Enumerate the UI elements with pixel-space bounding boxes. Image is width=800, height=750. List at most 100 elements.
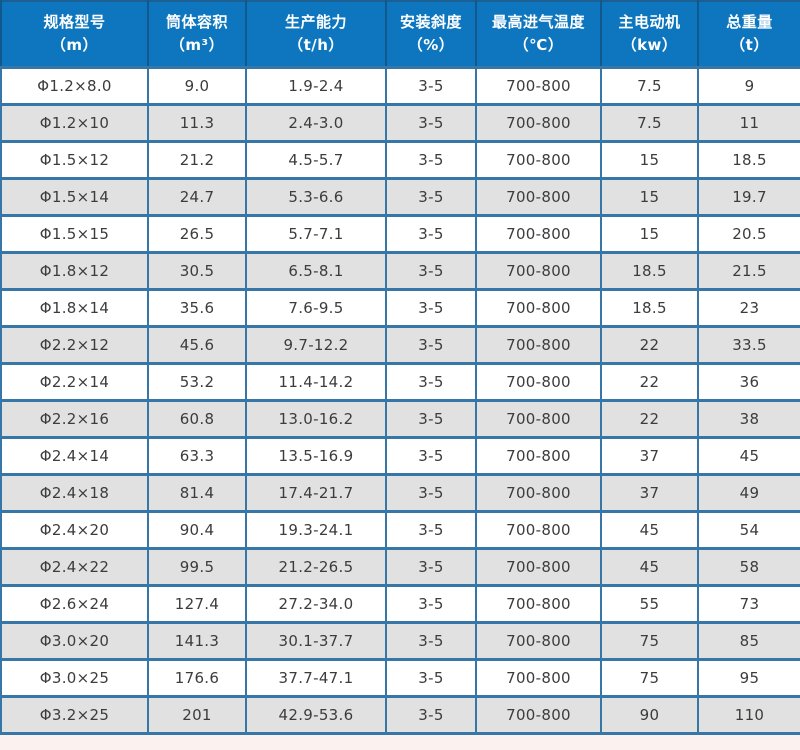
table-cell: 3-5	[385, 251, 477, 291]
table-cell: 3-5	[385, 621, 477, 661]
table-cell: 9	[697, 66, 800, 106]
table-cell: 23	[697, 288, 800, 328]
table-row: Φ3.2×25 201 42.9-53.6 3-5 700-800 90 110	[0, 695, 800, 735]
table-row: Φ3.0×20 141.3 30.1-37.7 3-5 700-800 75 85	[0, 621, 800, 661]
table-cell: Φ2.2×14	[0, 362, 149, 402]
table-cell: 7.5	[600, 103, 699, 143]
column-unit: （t/h）	[288, 36, 344, 54]
table-cell: 700-800	[475, 695, 602, 735]
table-cell: 11.4-14.2	[245, 362, 387, 402]
table-body: Φ1.2×8.0 9.0 1.9-2.4 3-5 700-800 7.5 9 Φ1.2×10 1…	[0, 66, 800, 735]
table-cell: 3-5	[385, 66, 477, 106]
table-cell: Φ3.2×25	[0, 695, 149, 735]
table-row: Φ1.2×10 11.3 2.4-3.0 3-5 700-800 7.5 11	[0, 103, 800, 143]
table-cell: 13.0-16.2	[245, 399, 387, 439]
table-cell: 18.5	[600, 288, 699, 328]
table-cell: 3-5	[385, 362, 477, 402]
table-cell: 45	[697, 436, 800, 476]
table-cell: 700-800	[475, 103, 602, 143]
table-cell: 22	[600, 399, 699, 439]
table-cell: Φ1.2×10	[0, 103, 149, 143]
table-cell: 700-800	[475, 436, 602, 476]
column-unit: （kw）	[621, 36, 678, 54]
table-cell: Φ1.5×15	[0, 214, 149, 254]
table-cell: 3-5	[385, 399, 477, 439]
table-cell: 700-800	[475, 473, 602, 513]
table-cell: 37	[600, 436, 699, 476]
table-cell: 18.5	[600, 251, 699, 291]
table-cell: Φ2.4×14	[0, 436, 149, 476]
table-cell: 2.4-3.0	[245, 103, 387, 143]
table-cell: 7.5	[600, 66, 699, 106]
table-row: Φ1.5×15 26.5 5.7-7.1 3-5 700-800 15 20.5	[0, 214, 800, 254]
table-row: Φ1.8×12 30.5 6.5-8.1 3-5 700-800 18.5 21.5	[0, 251, 800, 291]
table-cell: 700-800	[475, 399, 602, 439]
table-cell: Φ3.0×20	[0, 621, 149, 661]
table-cell: 75	[600, 658, 699, 698]
table-cell: 24.7	[147, 177, 247, 217]
table-cell: 3-5	[385, 473, 477, 513]
table-cell: Φ2.4×22	[0, 547, 149, 587]
table-row: Φ1.8×14 35.6 7.6-9.5 3-5 700-800 18.5 23	[0, 288, 800, 328]
table-row: Φ2.4×14 63.3 13.5-16.9 3-5 700-800 37 45	[0, 436, 800, 476]
column-label: 筒体容积	[165, 12, 228, 31]
table-cell: 15	[600, 177, 699, 217]
table-cell: 95	[697, 658, 800, 698]
table-row: Φ2.2×14 53.2 11.4-14.2 3-5 700-800 22 36	[0, 362, 800, 402]
table-cell: 81.4	[147, 473, 247, 513]
table-cell: 9.7-12.2	[245, 325, 387, 365]
table-row: Φ2.4×20 90.4 19.3-24.1 3-5 700-800 45 54	[0, 510, 800, 550]
table-header: 规格型号 （m） 筒体容积 （m³） 生产能力 （t/h） 安装斜度 （%） 最高进气温度 （℃）…	[0, 1, 800, 69]
table-cell: Φ1.5×14	[0, 177, 149, 217]
column-label: 安装斜度	[399, 12, 462, 31]
table-cell: 700-800	[475, 214, 602, 254]
table-cell: 4.5-5.7	[245, 140, 387, 180]
table-cell: 7.6-9.5	[245, 288, 387, 328]
table-cell: 3-5	[385, 177, 477, 217]
table-cell: 201	[147, 695, 247, 735]
table-cell: 21.2-26.5	[245, 547, 387, 587]
table-cell: 9.0	[147, 66, 247, 106]
table-cell: 36	[697, 362, 800, 402]
table-cell: 700-800	[475, 621, 602, 661]
table-cell: 13.5-16.9	[245, 436, 387, 476]
table-cell: 700-800	[475, 362, 602, 402]
table-cell: 99.5	[147, 547, 247, 587]
table-row: Φ1.2×8.0 9.0 1.9-2.4 3-5 700-800 7.5 9	[0, 66, 800, 106]
table-row: Φ1.5×14 24.7 5.3-6.6 3-5 700-800 15 19.7	[0, 177, 800, 217]
column-unit: （m）	[50, 36, 99, 54]
table-cell: 15	[600, 214, 699, 254]
table-cell: 73	[697, 584, 800, 624]
table-cell: 3-5	[385, 584, 477, 624]
table-cell: 5.7-7.1	[245, 214, 387, 254]
table-row: Φ2.4×22 99.5 21.2-26.5 3-5 700-800 45 58	[0, 547, 800, 587]
table-cell: 75	[600, 621, 699, 661]
column-unit: （m³）	[169, 36, 225, 54]
table-cell: 700-800	[475, 66, 602, 106]
table-cell: 22	[600, 362, 699, 402]
table-cell: 58	[697, 547, 800, 587]
table-cell: 63.3	[147, 436, 247, 476]
table-cell: 19.3-24.1	[245, 510, 387, 550]
column-unit: （t）	[730, 36, 769, 54]
table-cell: 21.2	[147, 140, 247, 180]
table-cell: 19.7	[697, 177, 800, 217]
table-cell: 60.8	[147, 399, 247, 439]
table-row: Φ3.0×25 176.6 37.7-47.1 3-5 700-800 75 95	[0, 658, 800, 698]
table-cell: Φ2.2×16	[0, 399, 149, 439]
table-cell: 45	[600, 547, 699, 587]
header-row: 规格型号 （m） 筒体容积 （m³） 生产能力 （t/h） 安装斜度 （%） 最高进气温度 （℃）…	[0, 1, 800, 69]
table-cell: 90	[600, 695, 699, 735]
table-row: Φ2.2×12 45.6 9.7-12.2 3-5 700-800 22 33.5	[0, 325, 800, 365]
column-label: 主电动机	[618, 12, 681, 31]
table-cell: Φ2.4×18	[0, 473, 149, 513]
table-cell: 30.1-37.7	[245, 621, 387, 661]
column-header-1: 规格型号 （m）	[0, 1, 149, 69]
table-cell: 700-800	[475, 510, 602, 550]
table-cell: 30.5	[147, 251, 247, 291]
table-cell: 15	[600, 140, 699, 180]
table-cell: 35.6	[147, 288, 247, 328]
table-cell: 3-5	[385, 140, 477, 180]
table-cell: Φ1.8×12	[0, 251, 149, 291]
table-cell: 17.4-21.7	[245, 473, 387, 513]
